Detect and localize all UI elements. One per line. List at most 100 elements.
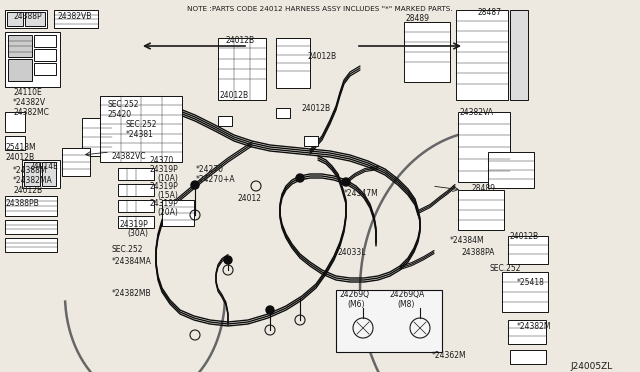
Text: *24388M: *24388M bbox=[13, 166, 47, 175]
Text: 28489: 28489 bbox=[472, 184, 496, 193]
Bar bbox=[82, 118, 112, 156]
Text: 24012B: 24012B bbox=[226, 36, 255, 45]
Bar bbox=[508, 320, 546, 344]
Text: 24382VC: 24382VC bbox=[112, 152, 147, 161]
Bar bbox=[5, 136, 25, 150]
Bar bbox=[22, 160, 60, 188]
Text: 24012B: 24012B bbox=[220, 91, 249, 100]
Bar bbox=[8, 59, 32, 81]
Text: SEC.252: SEC.252 bbox=[112, 245, 143, 254]
Text: 24014E: 24014E bbox=[30, 162, 59, 171]
Bar bbox=[218, 38, 266, 100]
Bar bbox=[510, 350, 546, 364]
Bar bbox=[458, 112, 510, 182]
Bar bbox=[276, 38, 310, 88]
Text: *24270+A: *24270+A bbox=[196, 175, 236, 184]
Bar bbox=[34, 49, 56, 61]
Text: 24319P: 24319P bbox=[150, 199, 179, 208]
Text: 24370: 24370 bbox=[150, 156, 174, 165]
Text: *24270: *24270 bbox=[196, 165, 224, 174]
Bar bbox=[5, 238, 57, 252]
Bar bbox=[34, 63, 56, 75]
Text: (30A): (30A) bbox=[127, 229, 148, 238]
Text: 24382MC: 24382MC bbox=[13, 108, 49, 117]
Bar bbox=[25, 12, 45, 26]
Text: SEC.252: SEC.252 bbox=[126, 120, 157, 129]
Text: 28487: 28487 bbox=[478, 8, 502, 17]
Text: 24269Q: 24269Q bbox=[340, 290, 370, 299]
Text: 24012B: 24012B bbox=[302, 104, 331, 113]
Text: *25418: *25418 bbox=[517, 278, 545, 287]
Bar bbox=[5, 220, 57, 234]
Text: 24382VA: 24382VA bbox=[460, 108, 494, 117]
Bar bbox=[5, 32, 60, 87]
Text: (10A): (10A) bbox=[157, 174, 178, 183]
Text: *24381: *24381 bbox=[126, 130, 154, 139]
Text: 24012B: 24012B bbox=[510, 232, 539, 241]
Text: *24382M: *24382M bbox=[517, 322, 552, 331]
Circle shape bbox=[266, 306, 274, 314]
Text: *24382V: *24382V bbox=[13, 98, 46, 107]
Text: 24388PA: 24388PA bbox=[462, 248, 495, 257]
Text: 24382VB: 24382VB bbox=[58, 12, 92, 21]
Text: 24319P: 24319P bbox=[119, 220, 148, 229]
Text: SEC.252: SEC.252 bbox=[490, 264, 522, 273]
Circle shape bbox=[224, 256, 232, 264]
Bar bbox=[34, 35, 56, 47]
Bar bbox=[5, 112, 25, 132]
Text: *24347M: *24347M bbox=[344, 189, 379, 198]
Bar bbox=[24, 162, 40, 186]
Bar bbox=[404, 22, 450, 82]
Bar bbox=[5, 10, 47, 28]
Bar bbox=[118, 168, 154, 180]
Bar bbox=[508, 236, 548, 264]
Circle shape bbox=[342, 178, 350, 186]
Text: 24110E: 24110E bbox=[13, 88, 42, 97]
Bar bbox=[118, 216, 154, 228]
Text: 24033L: 24033L bbox=[338, 248, 367, 257]
Text: *24382MA: *24382MA bbox=[13, 176, 52, 185]
Bar bbox=[336, 290, 442, 352]
Text: 28489: 28489 bbox=[406, 14, 430, 23]
Text: (M6): (M6) bbox=[347, 300, 365, 309]
Text: J24005ZL: J24005ZL bbox=[570, 362, 612, 371]
Bar bbox=[100, 96, 182, 162]
Bar bbox=[8, 35, 32, 57]
Bar bbox=[54, 10, 98, 28]
Bar bbox=[118, 184, 154, 196]
Text: 24319P: 24319P bbox=[150, 165, 179, 174]
Text: 24012B: 24012B bbox=[307, 52, 336, 61]
Text: *24384M: *24384M bbox=[450, 236, 484, 245]
Text: (20A): (20A) bbox=[157, 208, 178, 217]
Text: 24388P: 24388P bbox=[13, 12, 42, 21]
Text: 25418M: 25418M bbox=[5, 143, 36, 152]
Text: (15A): (15A) bbox=[157, 191, 178, 200]
Text: *24382MB: *24382MB bbox=[112, 289, 152, 298]
Circle shape bbox=[296, 174, 304, 182]
Text: (M8): (M8) bbox=[397, 300, 414, 309]
Bar bbox=[162, 200, 194, 226]
Bar bbox=[510, 10, 528, 100]
Text: SEC.252: SEC.252 bbox=[108, 100, 140, 109]
Text: 24012B: 24012B bbox=[5, 153, 34, 162]
Bar bbox=[488, 152, 534, 188]
Bar bbox=[118, 200, 154, 212]
Bar bbox=[218, 116, 232, 126]
Text: 24388PB: 24388PB bbox=[5, 199, 39, 208]
Bar bbox=[62, 148, 90, 176]
Text: 24319P: 24319P bbox=[150, 182, 179, 191]
Text: NOTE :PARTS CODE 24012 HARNESS ASSY INCLUDES "*" MARKED PARTS.: NOTE :PARTS CODE 24012 HARNESS ASSY INCL… bbox=[187, 6, 453, 12]
Text: 24012: 24012 bbox=[238, 194, 262, 203]
Bar bbox=[276, 108, 290, 118]
Bar bbox=[456, 10, 508, 100]
Text: *24362M: *24362M bbox=[432, 351, 467, 360]
Bar bbox=[304, 136, 318, 146]
Text: *24384MA: *24384MA bbox=[112, 257, 152, 266]
Bar bbox=[7, 12, 23, 26]
Circle shape bbox=[191, 181, 199, 189]
Text: 24012B: 24012B bbox=[13, 186, 42, 195]
Bar bbox=[458, 190, 504, 230]
Bar bbox=[42, 162, 56, 186]
Text: 25420: 25420 bbox=[108, 110, 132, 119]
Bar bbox=[5, 196, 57, 216]
